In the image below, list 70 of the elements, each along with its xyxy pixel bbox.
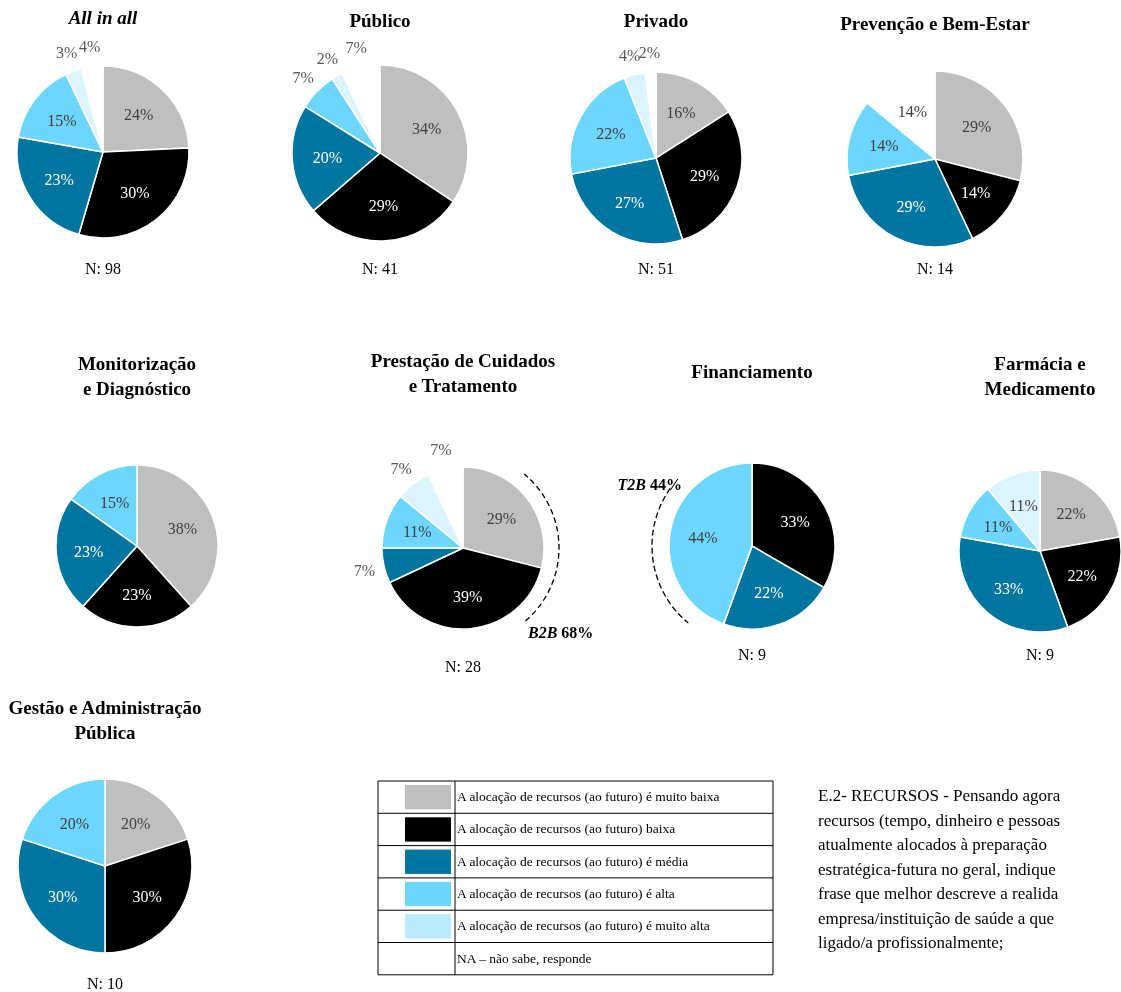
data-label: 39% (452, 587, 483, 605)
data-label: 11% (1009, 496, 1038, 514)
text: N: 9 (1026, 646, 1054, 663)
data-label: 14% (869, 137, 899, 155)
chart-title: All in all (67, 7, 139, 28)
data-label: 7% (430, 441, 452, 459)
data-label: 30% (48, 888, 78, 906)
text: N: 28 (445, 658, 481, 675)
data-label: 29% (486, 509, 517, 527)
data-label: 22% (1067, 566, 1097, 584)
data-label: 34% (411, 119, 442, 137)
text: N: 9 (738, 646, 766, 663)
data-label: 7% (353, 561, 376, 579)
chart-title: Farmácia e Medicamento (984, 353, 1096, 399)
data-label: 29% (368, 197, 399, 215)
data-label: 20% (121, 815, 151, 833)
text: N: 41 (362, 260, 398, 277)
chart-title: Privado (623, 10, 689, 31)
data-label: 24% (123, 106, 154, 124)
data-label: 2% (316, 50, 339, 68)
data-label: 7% (390, 459, 412, 477)
data-label: 4% (618, 46, 641, 64)
data-label: 33% (780, 512, 810, 530)
data-label: 23% (74, 542, 104, 560)
data-label: 22% (596, 124, 626, 142)
legend-label: A alocação de recursos (ao futuro) é média (457, 853, 689, 869)
data-label: 20% (59, 815, 89, 833)
chart-title: Público (349, 10, 411, 31)
text: E.2- RECURSOS - Pensando agora recursos (tempo, dinheiro e pessoas atualmente alocados à preparação estratégica-futura no geral, indique frase que melhor descreve a realida empresa/instituição de saúde a que ligado/a profissionalmente; (818, 786, 1061, 952)
text: T2B 44% (617, 476, 682, 493)
chart-title: Gestão e Administração Pública (8, 697, 202, 743)
data-label: 3% (56, 43, 78, 61)
data-label: 11% (402, 523, 432, 541)
data-label: 16% (666, 104, 696, 122)
data-label: 7% (345, 39, 367, 57)
chart-title: Monitorização e Diagnóstico (77, 353, 197, 399)
legend-label: A alocação de recursos (ao futuro) baixa (457, 821, 676, 837)
data-label: 23% (44, 170, 74, 188)
text: N: 51 (638, 260, 674, 277)
data-label: 29% (896, 197, 926, 215)
category-label: NA – não sabe, responde (457, 950, 592, 966)
chart-title: Prevenção e Bem-Estar (840, 13, 1031, 34)
legend-label: A alocação de recursos (ao futuro) é muito baixa (457, 789, 720, 804)
data-label: 14% (897, 102, 928, 120)
text: N: 10 (87, 975, 123, 992)
chart-title: Financiamento (691, 361, 813, 382)
data-label: 11% (983, 518, 1013, 536)
data-label: 7% (292, 68, 314, 86)
data-label: 38% (167, 520, 198, 538)
chart-title: Prestação de Cuidados e Tratamento (370, 350, 556, 396)
data-label: 22% (1056, 505, 1086, 523)
data-label: 30% (120, 184, 150, 202)
data-label: 27% (615, 194, 645, 212)
legend-label: A alocação de recursos (ao futuro) é alta (457, 885, 675, 901)
data-label: 20% (312, 148, 343, 166)
data-label: 4% (78, 38, 101, 56)
data-label: 33% (994, 579, 1024, 597)
data-label: 22% (754, 584, 784, 602)
legend-label: A alocação de recursos (ao futuro) é muito alta (457, 918, 710, 934)
text: N: 14 (917, 260, 953, 277)
data-label: 30% (132, 888, 162, 906)
text: B2B 68% (527, 624, 594, 641)
data-label: 44% (688, 528, 718, 546)
data-label: 29% (689, 167, 720, 185)
data-label: 15% (100, 494, 130, 512)
data-label: 15% (47, 112, 77, 130)
data-label: 29% (962, 118, 992, 136)
text: N: 98 (85, 260, 121, 277)
data-label: 14% (961, 184, 991, 202)
data-label: 23% (122, 586, 152, 604)
